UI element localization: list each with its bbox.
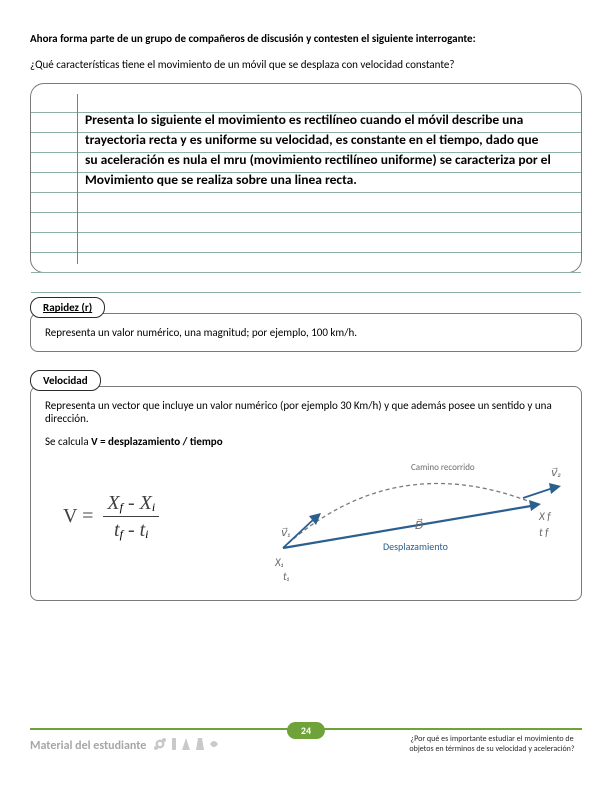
svg-text:Desplazamiento: Desplazamiento — [383, 540, 448, 553]
velocity-formula: V = Xf - Xi tf - ti — [63, 492, 159, 541]
svg-text:X f: X f — [538, 510, 551, 523]
margin-rule — [77, 94, 78, 264]
svg-text:t₁: t₁ — [283, 570, 290, 583]
svg-text:D⃗: D⃗ — [415, 518, 423, 532]
svg-text:X₁: X₁ — [274, 556, 284, 569]
vector-diagram-svg: v⃗₁ v⃗₂ X₁ X f D⃗ Desplazamiento Camino … — [253, 458, 573, 588]
group-heading: Ahora forma parte de un grupo de compañe… — [30, 32, 582, 46]
question-text: ¿Qué características tiene el movimiento… — [30, 58, 582, 71]
footer-icons — [152, 736, 224, 756]
svg-text:v⃗₂: v⃗₂ — [551, 466, 561, 479]
svg-text:v⃗₁: v⃗₁ — [281, 526, 291, 539]
rapidez-label: Rapidez (r) — [30, 297, 105, 318]
page-footer: Material del estudiante 24 ¿Por qué es i… — [0, 728, 612, 770]
rapidez-text: Representa un valor numérico, una magnit… — [45, 326, 567, 339]
velocidad-box: Representa un vector que incluye un valo… — [30, 386, 582, 601]
velocidad-label: Velocidad — [30, 370, 101, 391]
velocidad-p2: Se calcula V = desplazamiento / tiempo — [45, 435, 567, 448]
svg-text:Camino recorrido: Camino recorrido — [411, 462, 475, 473]
rapidez-box: Representa un valor numérico, una magnit… — [30, 313, 582, 352]
answer-box: Presenta lo siguiente el movimiento es r… — [30, 83, 582, 273]
svg-text:t f: t f — [539, 526, 549, 539]
page-number-badge: 24 — [287, 722, 325, 739]
material-label: Material del estudiante — [30, 736, 224, 756]
velocidad-p1: Representa un vector que incluye un valo… — [45, 399, 567, 425]
answer-text: Presenta lo siguiente el movimiento es r… — [85, 94, 551, 264]
velocity-diagram: V = Xf - Xi tf - ti v⃗₁ v⃗₂ X₁ X f D⃗ — [45, 458, 567, 588]
footer-question: ¿Por qué es importante estudiar el movim… — [402, 734, 582, 754]
